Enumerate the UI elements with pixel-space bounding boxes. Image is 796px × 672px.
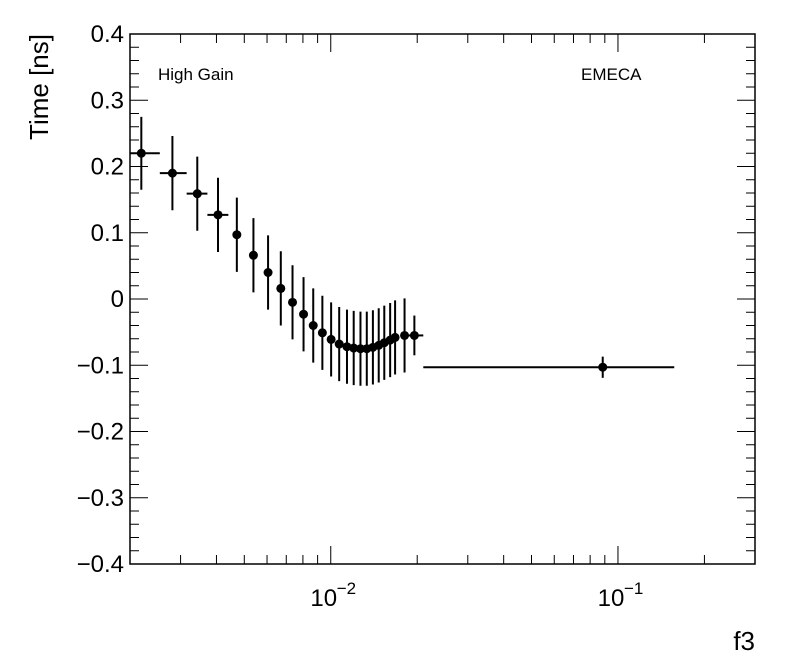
y-tick-label: −0.4 [77,551,124,578]
marker [213,210,223,220]
x-tick-label: 10 [598,585,625,612]
data-point [308,288,318,363]
marker [355,344,365,354]
marker [299,309,309,319]
y-tick-label: 0.2 [91,154,124,181]
data-point [288,265,298,340]
data-point [326,302,336,377]
data-point [276,251,286,326]
marker [317,328,327,338]
marker [248,250,258,260]
data-points [130,116,675,386]
y-tick-label: 0.3 [91,87,124,114]
data-point [186,156,208,231]
data-point [390,300,400,375]
x-tick-labels: 10 −2 10 −1 [310,579,643,612]
data-point [232,197,242,272]
data-point [299,277,309,352]
data-point [349,310,359,386]
data-point [248,218,258,293]
data-point [342,309,352,384]
annotation-high-gain: High Gain [158,65,234,84]
y-tick-label: 0.4 [91,21,124,48]
marker [276,283,286,293]
data-point [400,298,410,373]
y-axis-title: Time [ns] [24,34,54,140]
marker [232,230,242,240]
data-point [207,177,229,252]
marker [349,343,359,353]
data-point [263,235,273,310]
y-tick-label: −0.2 [77,419,124,446]
marker [598,362,608,372]
data-point [423,356,675,378]
marker [308,321,318,330]
marker [136,148,146,158]
marker [326,334,336,344]
data-point [159,136,187,211]
data-point [317,295,327,370]
data-point [355,311,365,386]
marker [334,339,344,349]
marker [288,297,298,307]
y-tick-label: −0.3 [77,485,124,512]
x-axis-title: f3 [733,626,755,656]
y-tick-label: 0 [111,286,124,313]
x-tick-label: 10 [310,585,337,612]
data-point [130,116,160,190]
marker [390,332,400,342]
y-tick-label: 0.1 [91,220,124,247]
data-point [334,306,344,382]
annotation-emeca: EMECA [581,65,642,84]
marker [409,330,419,340]
marker [400,330,410,340]
marker [192,189,202,199]
plot-frame [129,33,756,565]
marker [167,168,177,178]
y-tick-labels: 0.4 0.3 0.2 0.1 0 −0.1 −0.2 −0.3 −0.4 [77,21,124,578]
marker [263,268,273,277]
data-point [408,315,424,356]
y-tick-label: −0.1 [77,352,124,379]
x-tick-label-exponent: −2 [337,579,356,598]
x-tick-label-exponent: −1 [624,579,643,598]
marker [342,342,352,352]
